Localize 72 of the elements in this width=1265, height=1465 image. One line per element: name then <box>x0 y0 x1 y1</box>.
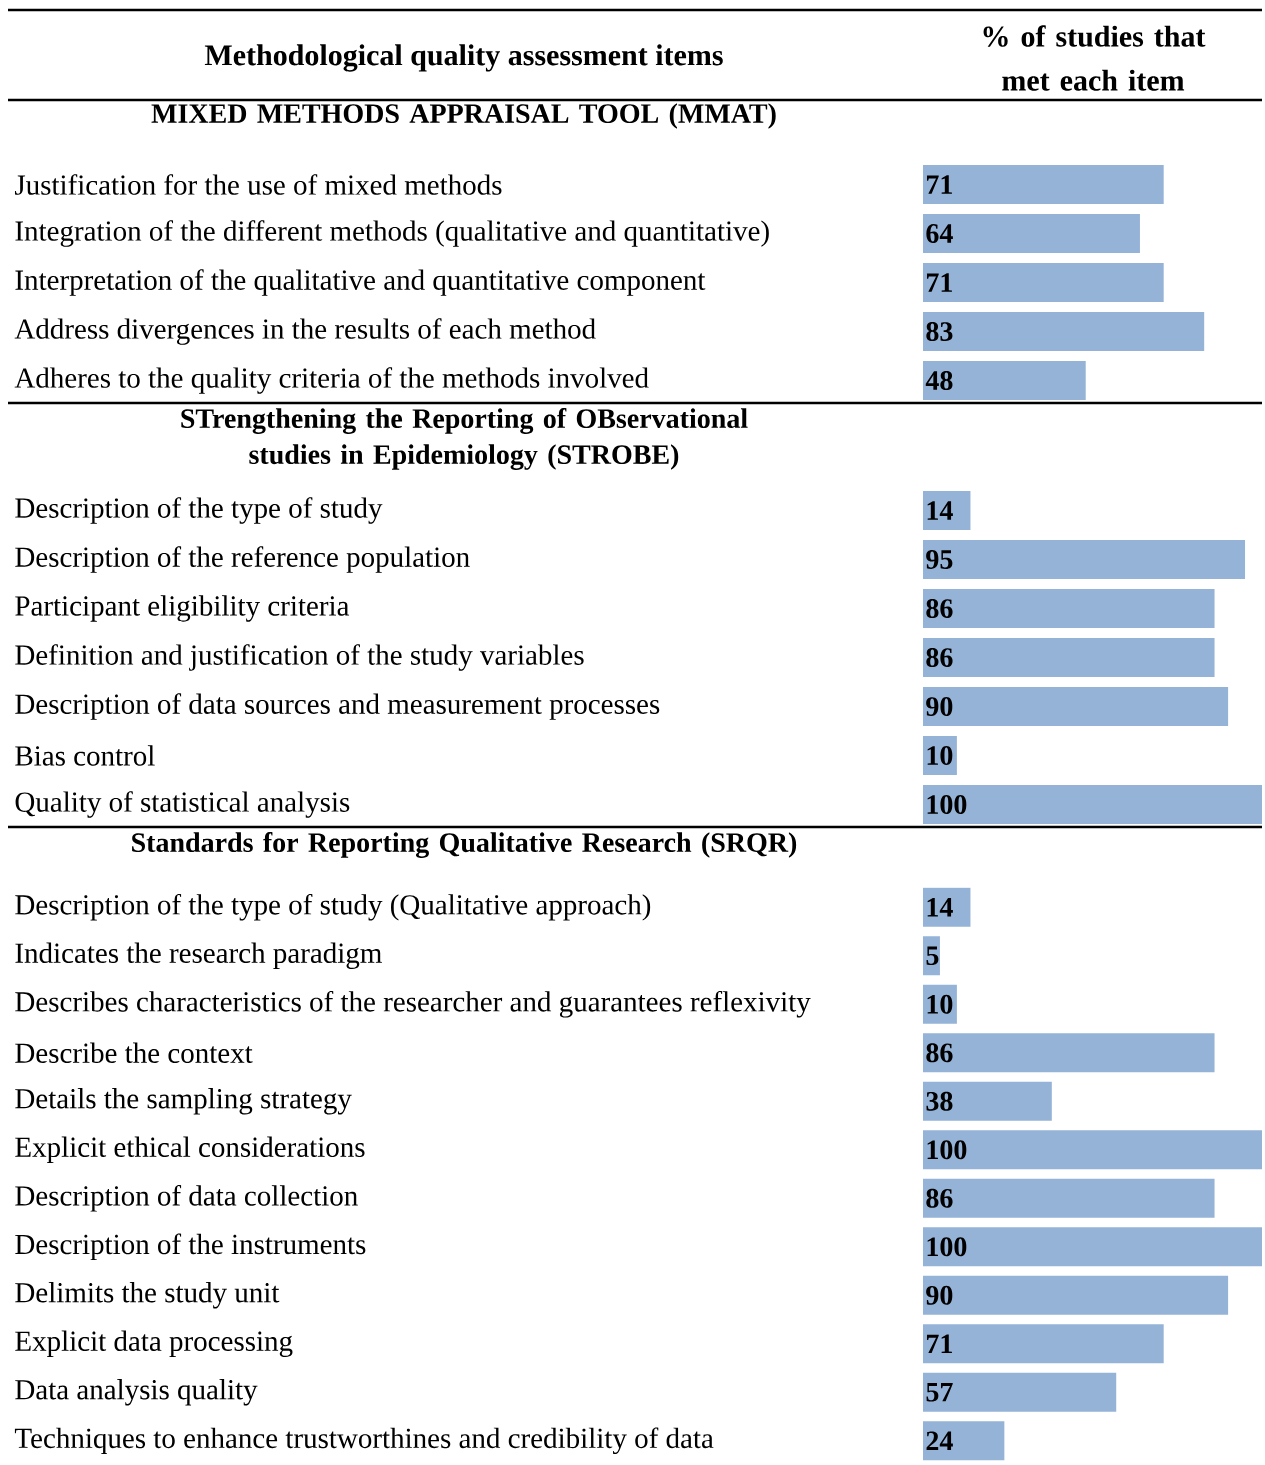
bar <box>923 1372 1117 1412</box>
text: STrengthening the Reporting of OBservational studies in Epidemiology (STROBE) <box>181 408 748 470</box>
data-label: 95 <box>926 550 953 569</box>
x-axis-title: % of studies that met each item <box>983 25 1206 91</box>
bar <box>923 686 1229 727</box>
y-tick-label: Details the sampling strategy <box>15 1088 352 1115</box>
y-tick-label: Description of the type of study (Qualitative approach) <box>15 893 651 921</box>
data-label: 100 <box>927 795 967 814</box>
bar <box>923 1081 1052 1121</box>
bar <box>923 588 1215 629</box>
data-label: 100 <box>927 1237 967 1257</box>
y-tick-label: Interpretation of the qualitative and quantitative component <box>15 269 706 296</box>
y-tick-label: Description of data collection <box>15 1184 358 1212</box>
data-label: 100 <box>927 1140 967 1160</box>
bar <box>923 637 1215 678</box>
data-label: 64 <box>926 224 953 243</box>
y-tick-label: Integration of the different methods (qualitative and quantitative) <box>15 220 769 247</box>
y-axis-title: Methodological quality assessment items <box>204 44 723 72</box>
y-tick-label: Data analysis quality <box>15 1379 258 1406</box>
y-tick-label: Explicit data processing <box>15 1330 293 1357</box>
y-tick-label: Describe the context <box>15 1042 253 1063</box>
y-tick-label: Justification for the use of mixed methods <box>14 174 502 195</box>
bar <box>923 539 1246 580</box>
data-label: 10 <box>927 994 953 1014</box>
bar <box>923 360 1086 401</box>
bar <box>923 1421 1005 1461</box>
data-label: 83 <box>926 322 953 341</box>
y-tick-label: Describes characteristics of the researcher and guarantees reflexivity <box>15 990 811 1018</box>
bar <box>923 213 1140 254</box>
data-label: 90 <box>926 1285 953 1305</box>
bar <box>923 164 1164 205</box>
data-label: 71 <box>926 273 952 292</box>
bar <box>923 1033 1215 1073</box>
text: Standards for Reporting Qualitative Research (SRQR) <box>132 832 797 858</box>
y-tick-label: Participant eligibility criteria <box>15 595 350 622</box>
text: MIXED METHODS APPRAISAL TOOL (MMAT) <box>151 103 776 129</box>
bar <box>923 784 1262 825</box>
y-tick-label: Definition and justification of the study variables <box>15 644 584 671</box>
data-label: 24 <box>926 1431 953 1451</box>
data-label: 90 <box>926 697 953 716</box>
y-tick-label: Description of data sources and measurement processes <box>15 693 660 720</box>
data-label: 71 <box>926 1334 952 1354</box>
data-label: 57 <box>926 1382 953 1402</box>
data-label: 48 <box>925 371 953 390</box>
data-label: 86 <box>926 648 953 667</box>
bar <box>923 311 1205 352</box>
bar <box>923 1324 1164 1364</box>
bar <box>923 1275 1229 1315</box>
y-tick-label: Quality of statistical analysis <box>15 791 350 818</box>
data-label: 14 <box>927 501 953 520</box>
y-tick-label: Description of the reference population <box>15 546 470 573</box>
y-tick-label: Delimits the study unit <box>15 1282 280 1309</box>
data-label: 5 <box>926 946 939 966</box>
y-tick-label: Explicit ethical considerations <box>15 1136 365 1163</box>
y-tick-label: Description of the type of study <box>15 497 383 524</box>
y-tick-label: Techniques to enhance trustworthines and credibility of data <box>14 1427 714 1455</box>
data-label: 86 <box>926 599 953 618</box>
y-tick-label: Adheres to the quality criteria of the methods involved <box>14 367 649 394</box>
bar <box>923 1227 1262 1267</box>
bar <box>923 262 1164 303</box>
y-tick-label: Address divergences in the results of each method <box>14 318 596 345</box>
data-label: 86 <box>926 1188 953 1208</box>
data-label: 71 <box>926 175 952 194</box>
data-label: 10 <box>927 746 953 765</box>
y-tick-label: Bias control <box>15 745 155 766</box>
bar <box>923 1130 1262 1170</box>
y-tick-label: Indicates the research paradigm <box>15 942 382 969</box>
y-tick-label: Description of the instruments <box>15 1233 366 1261</box>
data-label: 14 <box>927 898 953 917</box>
data-label: 86 <box>926 1043 953 1063</box>
bar <box>923 1178 1215 1218</box>
data-label: 38 <box>926 1091 953 1111</box>
